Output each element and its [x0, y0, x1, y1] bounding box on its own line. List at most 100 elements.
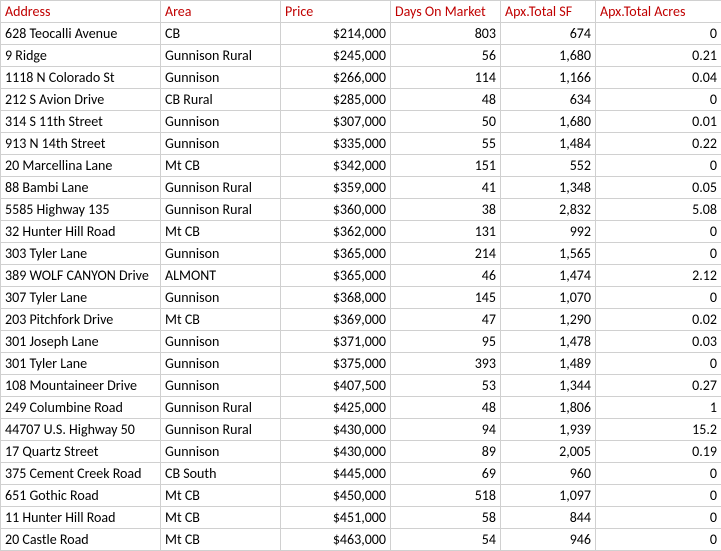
cell-dom: 114	[391, 67, 501, 89]
cell-price: $425,000	[281, 397, 391, 419]
cell-acres: 0.22	[596, 133, 721, 155]
cell-price: $214,000	[281, 23, 391, 45]
table-row: 301 Joseph LaneGunnison$371,000951,4780.…	[1, 331, 721, 353]
cell-price: $368,000	[281, 287, 391, 309]
cell-sf: 1,474	[501, 265, 596, 287]
cell-address: 88 Bambi Lane	[1, 177, 161, 199]
cell-price: $430,000	[281, 419, 391, 441]
cell-address: 108 Mountaineer Drive	[1, 375, 161, 397]
cell-dom: 54	[391, 529, 501, 551]
cell-acres: 0.21	[596, 45, 721, 67]
cell-area: ALMONT	[161, 265, 281, 287]
cell-acres: 0	[596, 287, 721, 309]
cell-area: CB	[161, 23, 281, 45]
table-row: 88 Bambi LaneGunnison Rural$359,000411,3…	[1, 177, 721, 199]
table-row: 5585 Highway 135Gunnison Rural$360,00038…	[1, 199, 721, 221]
table-row: 628 Teocalli AvenueCB$214,0008036740	[1, 23, 721, 45]
cell-area: Gunnison	[161, 375, 281, 397]
cell-acres: 0.04	[596, 67, 721, 89]
table-row: 303 Tyler LaneGunnison$365,0002141,5650	[1, 243, 721, 265]
cell-price: $463,000	[281, 529, 391, 551]
header-row: Address Area Price Days On Market Apx.To…	[1, 1, 721, 23]
col-header-area: Area	[161, 1, 281, 23]
listings-table: Address Area Price Days On Market Apx.To…	[0, 0, 721, 551]
cell-area: Gunnison Rural	[161, 45, 281, 67]
cell-address: 212 S Avion Drive	[1, 89, 161, 111]
cell-acres: 0.19	[596, 441, 721, 463]
table-row: 307 Tyler LaneGunnison$368,0001451,0700	[1, 287, 721, 309]
cell-sf: 1,680	[501, 111, 596, 133]
cell-address: 20 Marcellina Lane	[1, 155, 161, 177]
cell-acres: 5.08	[596, 199, 721, 221]
cell-dom: 46	[391, 265, 501, 287]
cell-sf: 1,680	[501, 45, 596, 67]
cell-price: $362,000	[281, 221, 391, 243]
cell-dom: 89	[391, 441, 501, 463]
cell-area: Mt CB	[161, 529, 281, 551]
cell-address: 307 Tyler Lane	[1, 287, 161, 309]
cell-price: $307,000	[281, 111, 391, 133]
cell-dom: 214	[391, 243, 501, 265]
cell-sf: 552	[501, 155, 596, 177]
cell-dom: 69	[391, 463, 501, 485]
cell-price: $342,000	[281, 155, 391, 177]
cell-acres: 0.02	[596, 309, 721, 331]
cell-dom: 38	[391, 199, 501, 221]
cell-dom: 41	[391, 177, 501, 199]
cell-sf: 992	[501, 221, 596, 243]
table-row: 203 Pitchfork DriveMt CB$369,000471,2900…	[1, 309, 721, 331]
cell-price: $451,000	[281, 507, 391, 529]
table-row: 20 Marcellina LaneMt CB$342,0001515520	[1, 155, 721, 177]
cell-area: CB South	[161, 463, 281, 485]
cell-sf: 1,484	[501, 133, 596, 155]
cell-address: 32 Hunter Hill Road	[1, 221, 161, 243]
cell-sf: 1,489	[501, 353, 596, 375]
cell-sf: 1,070	[501, 287, 596, 309]
cell-sf: 1,097	[501, 485, 596, 507]
table-row: 44707 U.S. Highway 50Gunnison Rural$430,…	[1, 419, 721, 441]
col-header-sf: Apx.Total SF	[501, 1, 596, 23]
cell-acres: 0	[596, 353, 721, 375]
cell-price: $359,000	[281, 177, 391, 199]
cell-price: $360,000	[281, 199, 391, 221]
cell-address: 375 Cement Creek Road	[1, 463, 161, 485]
cell-address: 5585 Highway 135	[1, 199, 161, 221]
cell-dom: 47	[391, 309, 501, 331]
cell-price: $365,000	[281, 243, 391, 265]
cell-address: 651 Gothic Road	[1, 485, 161, 507]
cell-dom: 48	[391, 397, 501, 419]
cell-acres: 0	[596, 23, 721, 45]
cell-price: $369,000	[281, 309, 391, 331]
cell-area: CB Rural	[161, 89, 281, 111]
cell-area: Gunnison	[161, 243, 281, 265]
col-header-address: Address	[1, 1, 161, 23]
cell-address: 203 Pitchfork Drive	[1, 309, 161, 331]
cell-acres: 0	[596, 221, 721, 243]
cell-acres: 0	[596, 507, 721, 529]
cell-dom: 131	[391, 221, 501, 243]
cell-sf: 960	[501, 463, 596, 485]
cell-price: $407,500	[281, 375, 391, 397]
cell-area: Gunnison	[161, 353, 281, 375]
cell-area: Mt CB	[161, 507, 281, 529]
cell-price: $430,000	[281, 441, 391, 463]
cell-sf: 1,290	[501, 309, 596, 331]
cell-sf: 674	[501, 23, 596, 45]
cell-area: Gunnison	[161, 441, 281, 463]
cell-area: Gunnison Rural	[161, 177, 281, 199]
cell-dom: 94	[391, 419, 501, 441]
cell-area: Mt CB	[161, 155, 281, 177]
cell-acres: 0.03	[596, 331, 721, 353]
cell-acres: 0	[596, 485, 721, 507]
cell-address: 9 Ridge	[1, 45, 161, 67]
cell-price: $245,000	[281, 45, 391, 67]
cell-area: Gunnison	[161, 67, 281, 89]
cell-sf: 1,939	[501, 419, 596, 441]
cell-dom: 145	[391, 287, 501, 309]
cell-address: 249 Columbine Road	[1, 397, 161, 419]
table-row: 32 Hunter Hill RoadMt CB$362,0001319920	[1, 221, 721, 243]
cell-sf: 1,806	[501, 397, 596, 419]
cell-sf: 1,344	[501, 375, 596, 397]
cell-price: $445,000	[281, 463, 391, 485]
table-row: 9 RidgeGunnison Rural$245,000561,6800.21	[1, 45, 721, 67]
